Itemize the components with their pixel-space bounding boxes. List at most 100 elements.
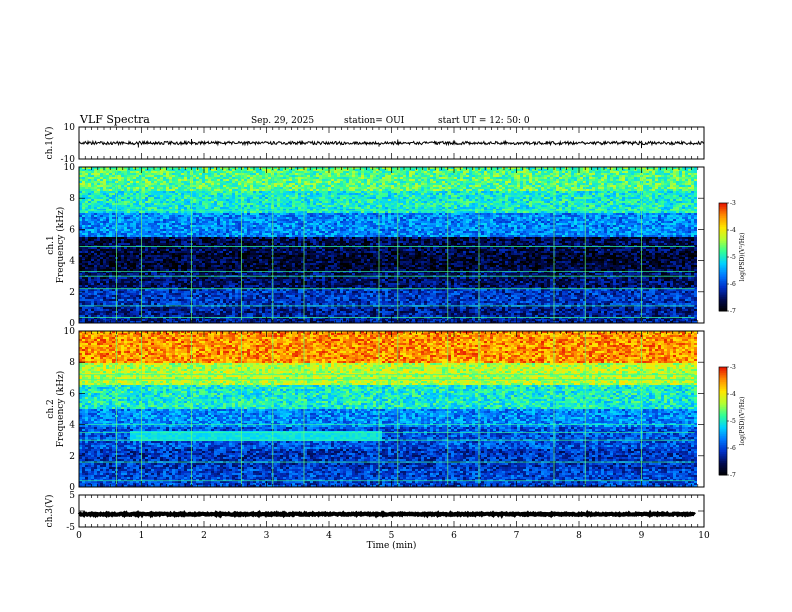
psd-cell <box>226 187 229 189</box>
psd-cell <box>259 205 262 207</box>
psd-cell <box>325 167 328 169</box>
psd-cell <box>409 199 412 201</box>
psd-cell <box>574 185 577 187</box>
psd-cell <box>529 195 532 197</box>
psd-cell <box>238 199 241 201</box>
psd-cell <box>673 189 676 191</box>
psd-cell <box>568 189 571 191</box>
psd-cell <box>541 205 544 207</box>
psd-cell <box>445 175 448 177</box>
psd-cell <box>268 203 271 205</box>
psd-cell <box>514 169 517 171</box>
psd-cell <box>568 181 571 183</box>
psd-cell <box>508 179 511 181</box>
psd-cell <box>595 187 598 189</box>
psd-cell <box>202 191 205 193</box>
psd-cell <box>121 197 124 199</box>
psd-cell <box>205 179 208 181</box>
psd-cell <box>400 189 403 191</box>
psd-cell <box>661 185 664 187</box>
psd-cell <box>238 209 241 211</box>
psd-cell <box>274 171 277 173</box>
psd-cell <box>592 181 595 183</box>
psd-cell <box>172 167 175 169</box>
psd-cell <box>463 203 466 205</box>
psd-cell <box>667 193 670 195</box>
psd-cell <box>646 175 649 177</box>
psd-cell <box>127 203 130 205</box>
psd-cell <box>391 187 394 189</box>
psd-cell <box>214 179 217 181</box>
psd-cell <box>532 187 535 189</box>
psd-cell <box>400 177 403 179</box>
psd-cell <box>187 209 190 211</box>
psd-cell <box>355 181 358 183</box>
psd-cell <box>475 193 478 195</box>
psd-cell <box>187 183 190 185</box>
psd-cell <box>277 175 280 177</box>
psd-cell <box>106 195 109 197</box>
psd-cell <box>340 205 343 207</box>
psd-cell <box>523 177 526 179</box>
psd-cell <box>547 185 550 187</box>
psd-cell <box>514 177 517 179</box>
psd-cell <box>244 193 247 195</box>
psd-cell <box>418 199 421 201</box>
psd-cell <box>556 195 559 197</box>
psd-cell <box>466 201 469 203</box>
psd-cell <box>211 181 214 183</box>
psd-cell <box>337 209 340 211</box>
psd-cell <box>562 191 565 193</box>
psd-cell <box>667 183 670 185</box>
psd-cell <box>91 177 94 179</box>
psd-cell <box>547 201 550 203</box>
psd-cell <box>409 187 412 189</box>
psd-cell <box>547 167 550 169</box>
psd-cell <box>541 167 544 169</box>
psd-cell <box>445 201 448 203</box>
psd-cell <box>214 171 217 173</box>
psd-cell <box>532 173 535 175</box>
psd-cell <box>292 201 295 203</box>
psd-cell <box>217 167 220 169</box>
psd-cell <box>355 211 358 213</box>
psd-cell <box>364 179 367 181</box>
psd-cell <box>322 207 325 209</box>
psd-cell <box>304 205 307 207</box>
psd-cell <box>127 213 130 215</box>
psd-cell <box>355 171 358 173</box>
psd-cell <box>346 183 349 185</box>
psd-cell <box>625 209 628 211</box>
psd-cell <box>589 199 592 201</box>
psd-cell <box>616 167 619 169</box>
psd-cell <box>589 211 592 213</box>
psd-cell <box>619 171 622 173</box>
psd-cell <box>286 209 289 211</box>
psd-cell <box>310 177 313 179</box>
psd-cell <box>583 201 586 203</box>
psd-cell <box>379 201 382 203</box>
psd-cell <box>148 171 151 173</box>
psd-cell <box>124 189 127 191</box>
psd-cell <box>415 171 418 173</box>
psd-cell <box>637 175 640 177</box>
psd-cell <box>436 191 439 193</box>
psd-cell <box>142 169 145 171</box>
psd-cell <box>688 173 691 175</box>
psd-cell <box>319 189 322 191</box>
psd-cell <box>295 183 298 185</box>
psd-cell <box>568 187 571 189</box>
psd-cell <box>661 201 664 203</box>
psd-cell <box>118 179 121 181</box>
psd-cell <box>322 187 325 189</box>
psd-cell <box>352 187 355 189</box>
psd-cell <box>478 177 481 179</box>
psd-cell <box>451 211 454 213</box>
psd-cell <box>337 175 340 177</box>
psd-cell <box>97 167 100 169</box>
psd-cell <box>262 201 265 203</box>
psd-cell <box>562 173 565 175</box>
psd-cell <box>235 201 238 203</box>
psd-cell <box>133 193 136 195</box>
psd-cell <box>577 191 580 193</box>
